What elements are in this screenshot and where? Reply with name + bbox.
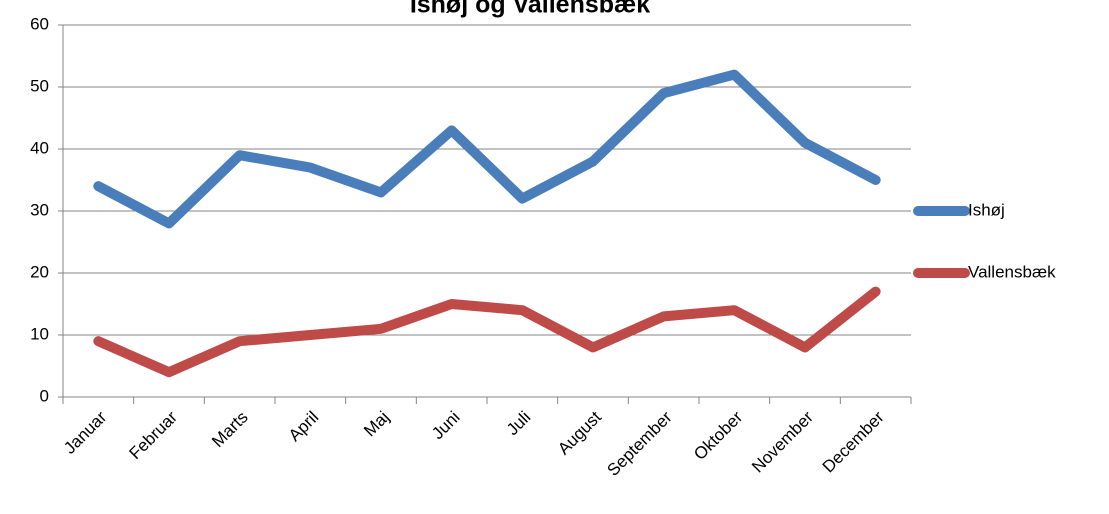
x-tick-label: August <box>554 407 605 458</box>
y-tick-label: 20 <box>30 262 49 281</box>
x-tick-label: Oktober <box>690 407 746 463</box>
legend-label: Ishøj <box>968 200 1005 219</box>
legend-label: Vallensbæk <box>968 262 1056 281</box>
x-tick-label: Maj <box>360 408 393 441</box>
y-tick-label: 30 <box>30 200 49 219</box>
x-tick-label: Juni <box>428 408 463 443</box>
x-tick-label: December <box>819 407 888 476</box>
x-tick-label: April <box>285 408 322 445</box>
y-tick-label: 10 <box>30 324 49 343</box>
x-tick-label: Januar <box>60 407 110 457</box>
x-tick-label: November <box>748 407 817 476</box>
x-tick-label: Februar <box>125 407 181 463</box>
y-tick-label: 0 <box>40 386 49 405</box>
chart-title: Ishøj og Vallensbæk <box>410 0 650 19</box>
x-tick-label: September <box>603 407 675 479</box>
x-tick-label: Juli <box>503 408 534 439</box>
y-tick-label: 40 <box>30 138 49 157</box>
series-line <box>93 69 881 229</box>
x-tick-label: Marts <box>208 408 251 451</box>
y-tick-label: 60 <box>30 14 49 33</box>
series-line <box>93 286 881 378</box>
y-tick-label: 50 <box>30 76 49 95</box>
